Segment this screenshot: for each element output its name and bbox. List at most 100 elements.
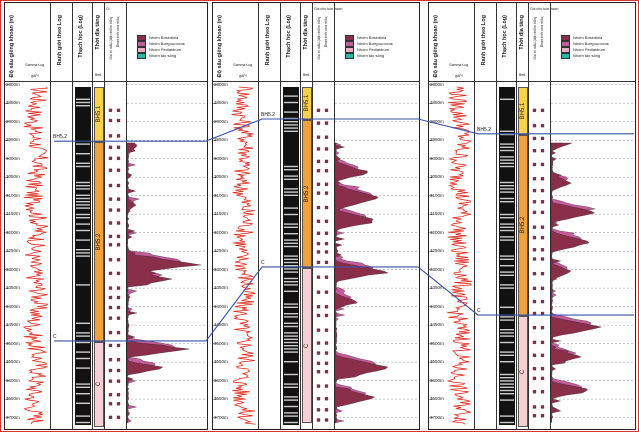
depth-label: 3000m: [214, 155, 228, 161]
depth-label: 3700m: [430, 414, 444, 420]
panel-header: [213, 3, 419, 82]
depth-label: 3500m: [430, 340, 444, 346]
depth-column: [429, 3, 475, 429]
age-column: [93, 3, 105, 429]
lithology-band: [500, 130, 514, 132]
lith-column: [73, 3, 93, 429]
lithology-band: [284, 386, 298, 388]
lithology-band: [284, 306, 298, 308]
lithology-band: [284, 178, 298, 180]
lithology-band: [76, 201, 90, 203]
lithology-band: [500, 332, 514, 334]
lithology-band: [500, 319, 514, 321]
legend-label: Nhóm Bosedinia: [573, 35, 603, 41]
sample-marker: [316, 408, 321, 412]
sample-marker: [116, 258, 121, 262]
lithology-band: [500, 265, 514, 267]
sample-marker: [532, 210, 537, 215]
lithology-band: [76, 98, 90, 100]
lithology-band: [284, 341, 298, 344]
lithology-band: [284, 316, 298, 318]
well-panel-1: Độ sâu giếng khoan (m) Ranh giới theo Log…: [4, 2, 208, 430]
sample-marker: [116, 108, 121, 113]
legend-swatch: [345, 53, 354, 60]
sample-marker: [532, 271, 537, 276]
boundary-label: C: [261, 259, 265, 266]
stratigraphic-zone-c: C: [94, 341, 104, 427]
legend-label: Nhóm Pediastrum: [149, 47, 182, 53]
lithology-band: [284, 233, 298, 235]
stratigraphic-zone-c: C: [302, 267, 312, 424]
sample-marker: [540, 299, 545, 304]
lithology-band: [284, 130, 298, 132]
sample-marker: [324, 313, 329, 318]
lithology-band: [284, 258, 298, 260]
lithology-band: [284, 95, 298, 97]
lithology-band: [284, 242, 298, 244]
well-panel-3: Độ sâu giếng khoan (m) Ranh giới theo Log…: [428, 2, 636, 430]
sample-marker: [532, 376, 537, 381]
depth-label: 3600m: [430, 377, 444, 383]
sample-marker: [532, 353, 537, 358]
depth-label: 3550m: [214, 359, 228, 365]
lithology-band: [76, 204, 90, 206]
lithology-band: [76, 255, 90, 257]
fossil-legend: Nhóm Bosedinia Nhóm Botryococcus Nhóm Pedi…: [561, 35, 609, 60]
sample-marker: [116, 286, 121, 290]
sample-marker: [532, 390, 537, 394]
sample-marker: [316, 182, 321, 186]
sample-marker: [532, 286, 537, 291]
sample-marker: [324, 384, 329, 388]
lithology-band: [284, 415, 298, 417]
legend-item: Nhóm Bosedinia: [137, 35, 185, 41]
notes-header: Ghi chú hóa thạch: [530, 7, 559, 11]
lithology-band: [500, 380, 514, 382]
sample-marker: [324, 341, 329, 345]
sample-marker: [316, 351, 321, 355]
lithology-band: [500, 98, 514, 100]
legend-label: Nhóm Botryococcus: [149, 41, 185, 47]
sample-marker: [532, 340, 537, 345]
lithology-band: [284, 121, 298, 123]
depth-label: 2850m: [430, 100, 444, 106]
depth-label: 3650m: [214, 396, 228, 402]
lithology-band: [500, 377, 514, 379]
sample-marker: [116, 330, 121, 335]
depth-label: 3150m: [214, 211, 228, 217]
sample-marker: [324, 418, 329, 422]
depth-label: 3200m: [214, 229, 228, 235]
sample-marker: [540, 405, 545, 409]
sample-marker: [324, 231, 329, 235]
legend-label: Nhóm tảo sông: [149, 53, 177, 59]
sample-marker: [540, 340, 545, 345]
depth-label: 2850m: [6, 100, 20, 106]
lithology-band: [500, 258, 514, 260]
notes-header: Ghi chú hóa thạch: [314, 7, 343, 11]
gamma-log-label: Gamma Log: [449, 63, 469, 67]
lithology-band: [500, 421, 514, 424]
lithology-band: [284, 361, 298, 363]
lithology-band: [284, 207, 298, 209]
lithology-band: [76, 101, 90, 104]
sample-marker: [116, 343, 121, 348]
notes-column: [105, 3, 127, 429]
depth-label: 3400m: [6, 303, 20, 309]
lithology-band: [500, 156, 514, 158]
sample-marker: [540, 136, 545, 141]
correlation-line-c: [54, 266, 634, 342]
sample-marker: [540, 148, 545, 153]
depth-label: 3400m: [214, 303, 228, 309]
sample-marker: [532, 108, 537, 113]
depth-label: 3150m: [6, 211, 20, 217]
legend-item: Nhóm Bosedinia: [345, 35, 393, 41]
lithology-band: [76, 229, 90, 232]
lithology-band: [284, 421, 298, 424]
sample-marker: [108, 118, 113, 123]
lithology-band: [500, 185, 514, 187]
sample-marker: [108, 358, 113, 362]
sample-marker: [324, 408, 329, 412]
sample-marker: [324, 275, 329, 279]
depth-label: 2900m: [214, 118, 228, 124]
lithology-band: [284, 127, 298, 129]
